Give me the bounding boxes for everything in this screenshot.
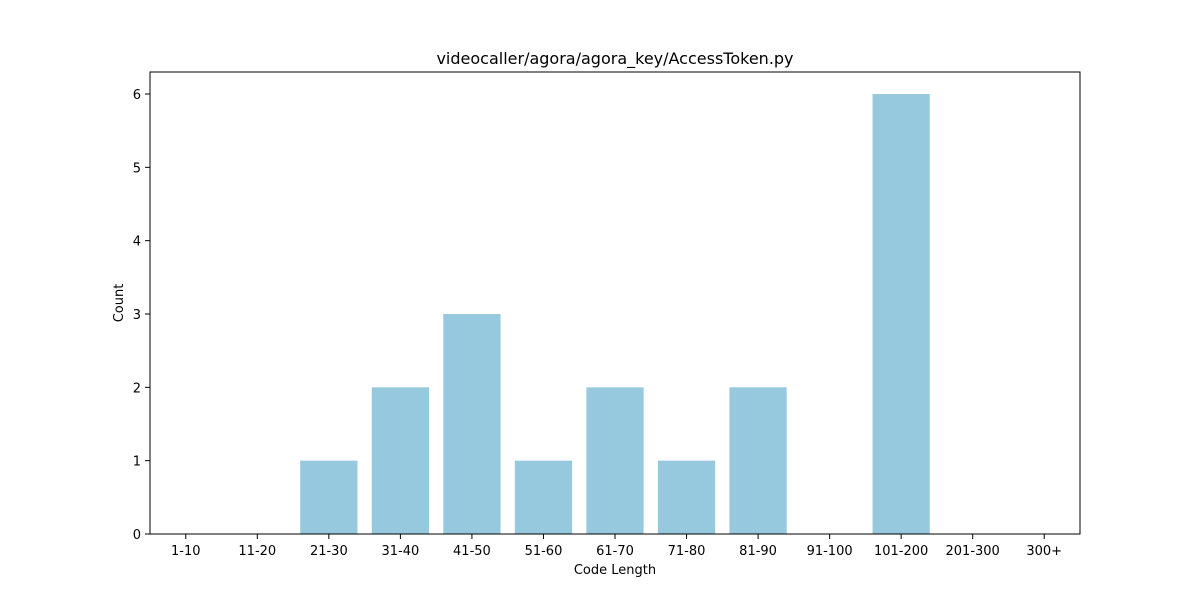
y-tick-label: 1 xyxy=(133,455,141,470)
y-tick-label: 6 xyxy=(133,88,141,103)
y-axis-ticks: 0 1 2 3 4 5 6 xyxy=(133,88,150,543)
x-tick-label: 21-30 xyxy=(310,544,348,559)
x-tick-label: 81-90 xyxy=(739,544,777,559)
bar-41-50 xyxy=(443,314,501,534)
y-tick-label: 2 xyxy=(133,381,141,396)
x-tick-label: 1-10 xyxy=(171,544,201,559)
y-tick-label: 5 xyxy=(133,161,141,176)
x-axis-ticks: 1-10 11-20 21-30 31-40 41-50 51-60 61-70 71-80 8… xyxy=(171,534,1062,559)
x-tick-label: 51-60 xyxy=(525,544,563,559)
y-tick-label: 0 xyxy=(133,528,141,543)
bar-61-70 xyxy=(586,387,644,534)
bar-101-200 xyxy=(872,94,930,534)
x-tick-label: 300+ xyxy=(1026,544,1062,559)
x-tick-label: 11-20 xyxy=(238,544,276,559)
x-tick-label: 101-200 xyxy=(874,544,928,559)
bar-51-60 xyxy=(514,460,573,534)
bar-81-90 xyxy=(729,387,787,534)
x-tick-label: 71-80 xyxy=(668,544,706,559)
bar-71-80 xyxy=(657,460,716,534)
bar-21-30 xyxy=(300,460,358,534)
x-tick-label: 31-40 xyxy=(381,544,419,559)
y-tick-label: 3 xyxy=(133,308,141,323)
x-tick-label: 91-100 xyxy=(807,544,853,559)
x-tick-label: 41-50 xyxy=(453,544,491,559)
x-tick-label: 201-300 xyxy=(946,544,1000,559)
x-tick-label: 61-70 xyxy=(596,544,634,559)
x-axis-label: Code Length xyxy=(574,563,656,578)
chart-title: videocaller/agora/agora_key/AccessToken.… xyxy=(436,49,793,69)
y-tick-label: 4 xyxy=(133,235,141,250)
y-axis-label: Count xyxy=(112,284,127,323)
bars-group xyxy=(300,94,930,534)
bar-31-40 xyxy=(371,387,429,534)
